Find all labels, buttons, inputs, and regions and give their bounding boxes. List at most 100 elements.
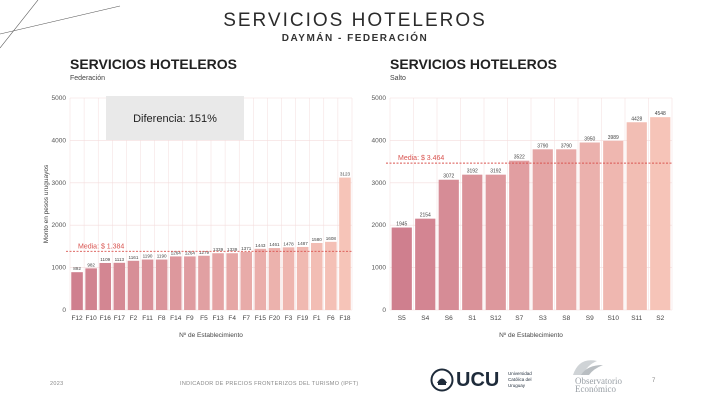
data-label: 2154 [420,213,431,219]
x-tick-label: F8 [158,315,166,322]
chart-1-subtitle: Federación [70,75,106,82]
data-label: 3790 [561,143,572,149]
data-label: 4548 [655,111,666,117]
x-tick-label: F17 [114,315,126,322]
data-label: 1478 [283,241,294,246]
bar [462,174,483,310]
x-tick-label: F2 [130,315,138,322]
annotation-text: Diferencia: 151% [133,113,217,125]
chart-1-title: SERVICIOS HOTELEROS [70,56,237,72]
chart-2-title: SERVICIOS HOTELEROS [390,56,557,72]
page-subtitle: DAYMÁN - FEDERACIÓN [281,33,429,44]
ucu-wordmark: UCU [456,369,500,391]
y-tick-label: 0 [62,307,66,314]
data-label: 1279 [199,250,210,255]
bar [603,140,624,310]
data-label: 3192 [467,169,478,175]
data-label: 1109 [100,257,110,262]
bar [198,255,210,310]
bar [485,174,506,310]
data-label: 3989 [608,135,619,141]
data-label: 3123 [340,172,351,177]
bar [509,160,530,310]
x-tick-label: F3 [285,315,293,322]
x-tick-label: F10 [86,315,98,322]
bar [556,149,577,310]
bar [296,246,309,310]
x-tick-label: F6 [327,315,335,322]
y-tick-label: 1000 [372,265,387,272]
x-tick-label: F7 [242,315,250,322]
bar [650,117,671,311]
x-axis-label: Nº de Establecimiento [499,332,563,339]
x-tick-label: F15 [255,315,267,322]
x-tick-label: F19 [297,315,309,322]
ucu-seal-icon [430,368,454,392]
x-tick-label: S7 [515,315,523,322]
data-label: 1190 [157,254,167,259]
bar [85,268,97,310]
x-tick-label: S11 [631,315,642,322]
y-tick-label: 4000 [52,137,67,144]
data-label: 1945 [396,222,407,228]
bar [415,218,436,310]
x-tick-label: S12 [490,315,502,322]
x-tick-label: S5 [398,315,406,322]
y-tick-label: 1000 [52,265,67,272]
x-tick-label: S2 [656,315,664,322]
chart-2-subtitle: Salto [390,75,406,82]
y-tick-label: 5000 [52,95,67,102]
x-tick-label: S1 [468,315,476,322]
data-label: 982 [87,262,95,267]
bar [226,253,238,310]
observatorio-emblem-icon [573,360,603,375]
bar [71,272,83,310]
data-label: 1443 [255,243,266,248]
x-tick-label: S8 [562,315,570,322]
page-number: 7 [652,378,656,384]
page-title: SERVICIOS HOTELEROS [223,10,487,31]
x-tick-label: F18 [339,315,351,322]
data-label: 1339 [213,247,224,252]
bar [155,259,168,310]
bar [325,241,337,310]
y-tick-label: 4000 [372,137,387,144]
data-label: 1161 [129,255,139,260]
bar [113,262,126,310]
y-tick-label: 3000 [372,180,387,187]
bar [282,247,295,310]
x-tick-label: F16 [100,315,112,322]
y-tick-label: 2000 [52,222,67,229]
bar [339,177,351,310]
data-label: 892 [73,266,81,271]
bar [212,253,224,310]
media-label: Media: $ 1.384 [78,243,124,250]
media-label: Media: $ 3.464 [398,155,444,162]
x-tick-label: S6 [445,315,453,322]
x-tick-label: F9 [186,315,194,322]
footer-report: INDICADOR DE PRECIOS FRONTERIZOS DEL TUR… [180,381,359,387]
y-tick-label: 5000 [372,95,387,102]
bar [141,259,154,310]
data-label: 3072 [443,174,454,180]
bar [579,142,600,310]
bar [254,248,267,310]
data-label: 1371 [241,246,252,251]
x-tick-label: F5 [200,315,208,322]
bar [532,149,553,310]
bar [268,248,281,310]
data-label: 1264 [171,250,182,255]
data-label: 1608 [326,236,337,241]
x-tick-label: F1 [313,315,321,322]
data-label: 1264 [185,250,196,255]
observatorio-name: Observatorio Económico [575,376,622,394]
x-tick-label: F11 [142,315,153,322]
bar [99,262,112,310]
data-label: 3790 [537,143,548,149]
bar [240,251,253,310]
x-tick-label: F13 [212,315,224,322]
x-tick-label: F14 [170,315,182,322]
observatorio-logo: Observatorio Económico [565,355,645,395]
x-axis-label: Nº de Establecimiento [179,332,243,339]
